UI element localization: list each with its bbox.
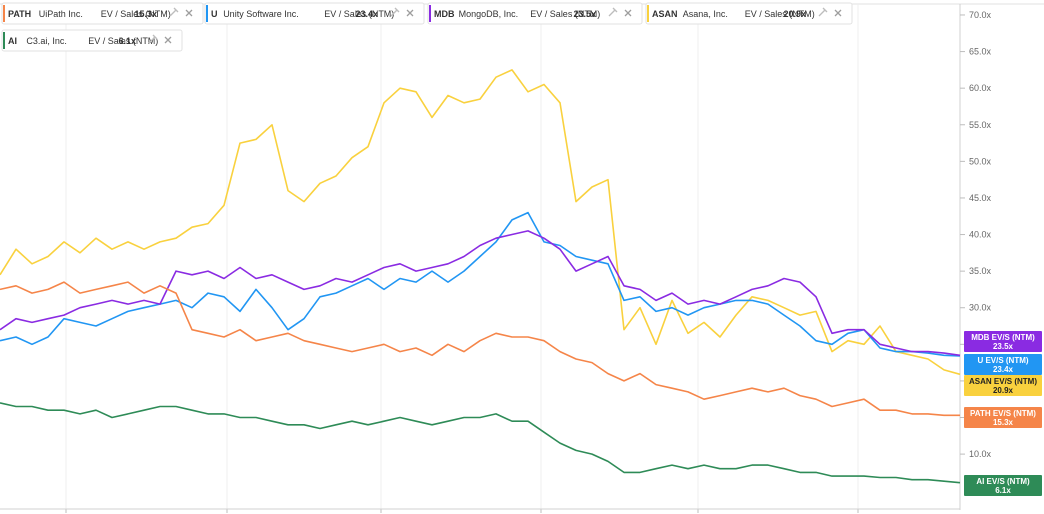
legend-chip-ai[interactable]: AI C3.ai, Inc. EV / Sales (NTM)6.1x bbox=[1, 29, 183, 52]
end-label-box bbox=[964, 354, 1042, 375]
end-label-mdb: MDB EV/S (NTM)23.5x bbox=[964, 331, 1042, 352]
series-lines bbox=[0, 69, 961, 484]
legend-ticker: ASAN bbox=[652, 9, 678, 19]
legend-ticker: MDB bbox=[434, 9, 455, 19]
legend-company-name: UiPath Inc. bbox=[39, 9, 83, 19]
legend-value: 15.3x bbox=[134, 9, 157, 19]
series-line-asan bbox=[0, 69, 961, 376]
pin-icon-shape bbox=[818, 7, 828, 17]
legend-company-name: Asana, Inc. bbox=[683, 9, 728, 19]
legend-chip-box bbox=[1, 2, 204, 25]
end-label-asan: ASAN EV/S (NTM)20.9x bbox=[964, 375, 1042, 396]
close-icon[interactable] bbox=[624, 9, 632, 17]
legend-chip-box bbox=[427, 2, 643, 25]
close-icon-shape bbox=[624, 9, 632, 17]
x-gridlines bbox=[65, 4, 859, 513]
pin-icon-shape bbox=[169, 7, 179, 17]
legend-chip-box bbox=[204, 2, 425, 25]
end-label-title: PATH EV/S (NTM) bbox=[970, 409, 1036, 418]
legend-ticker: AI bbox=[8, 36, 17, 46]
close-icon[interactable] bbox=[185, 9, 193, 17]
y-tick-label: 10.0x bbox=[969, 449, 992, 459]
end-label-ai: AI EV/S (NTM)6.1x bbox=[964, 475, 1042, 496]
pin-icon-shape bbox=[608, 7, 618, 17]
legend-metric: EV / Sales (NTM) bbox=[324, 9, 394, 19]
end-label-value: 20.9x bbox=[993, 386, 1014, 395]
legend-ticker: PATH bbox=[8, 9, 31, 19]
legend-ticker: U bbox=[211, 9, 218, 19]
legend-metric: EV / Sales (NTM) bbox=[745, 9, 815, 19]
end-label-title: AI EV/S (NTM) bbox=[976, 477, 1030, 486]
legend-value: 6.1x bbox=[118, 36, 136, 46]
end-label-box bbox=[964, 475, 1042, 496]
pin-icon[interactable] bbox=[608, 7, 618, 17]
legend-value: 23.5x bbox=[573, 9, 596, 19]
legend-color-swatch bbox=[206, 5, 208, 22]
series-line-ai bbox=[0, 402, 961, 484]
legend-chip-box bbox=[1, 29, 183, 52]
legend-chip-box bbox=[645, 2, 853, 25]
y-tick-label: 40.0x bbox=[969, 230, 992, 240]
series-line-mdb bbox=[0, 230, 961, 357]
legend-chip-path[interactable]: PATH UiPath Inc. EV / Sales (NTM)15.3x bbox=[1, 2, 204, 25]
legend-value: 23.4x bbox=[355, 9, 378, 19]
legend-metric: EV / Sales (NTM) bbox=[88, 36, 158, 46]
legend-metric: EV / Sales (NTM) bbox=[101, 9, 171, 19]
legend-chip-u[interactable]: U Unity Software Inc. EV / Sales (NTM)23.4… bbox=[204, 2, 425, 25]
y-tick-label: 70.0x bbox=[969, 10, 992, 20]
pin-icon-shape bbox=[148, 34, 158, 44]
end-label-box bbox=[964, 375, 1042, 396]
pin-icon[interactable] bbox=[148, 34, 158, 44]
y-tick-label: 35.0x bbox=[969, 266, 992, 276]
end-label-value: 23.4x bbox=[993, 365, 1014, 374]
legend-company-name: MongoDB, Inc. bbox=[459, 9, 519, 19]
close-icon[interactable] bbox=[406, 9, 414, 17]
y-tick-label: 50.0x bbox=[969, 156, 992, 166]
legend-company-name: Unity Software Inc. bbox=[223, 9, 299, 19]
legend-chip-mdb[interactable]: MDB MongoDB, Inc. EV / Sales (NTM)23.5x bbox=[427, 2, 643, 25]
legend-color-swatch bbox=[429, 5, 431, 22]
series-end-labels: MDB EV/S (NTM)23.5xU EV/S (NTM)23.4xASAN… bbox=[964, 331, 1042, 496]
end-label-title: ASAN EV/S (NTM) bbox=[969, 377, 1037, 386]
end-label-value: 23.5x bbox=[993, 342, 1014, 351]
legend-color-swatch bbox=[3, 5, 5, 22]
end-label-title: MDB EV/S (NTM) bbox=[971, 333, 1035, 342]
legend-chip-asan[interactable]: ASAN Asana, Inc. EV / Sales (NTM)20.9x bbox=[645, 2, 853, 25]
close-icon-shape bbox=[164, 36, 172, 44]
end-label-path: PATH EV/S (NTM)15.3x bbox=[964, 407, 1042, 428]
end-label-value: 15.3x bbox=[993, 418, 1014, 427]
close-icon-shape bbox=[834, 9, 842, 17]
legend-company-name: C3.ai, Inc. bbox=[26, 36, 67, 46]
legend-metric: EV / Sales (NTM) bbox=[530, 9, 600, 19]
pin-icon-shape bbox=[390, 7, 400, 17]
y-tick-label: 45.0x bbox=[969, 193, 992, 203]
close-icon-shape bbox=[185, 9, 193, 17]
legend: PATH UiPath Inc. EV / Sales (NTM)15.3x U Uni… bbox=[1, 2, 853, 52]
legend-value: 20.9x bbox=[783, 9, 806, 19]
close-icon[interactable] bbox=[164, 36, 172, 44]
pin-icon[interactable] bbox=[169, 7, 179, 17]
series-line-path bbox=[0, 281, 960, 417]
y-tick-label: 60.0x bbox=[969, 83, 992, 93]
end-label-value: 6.1x bbox=[995, 486, 1011, 495]
legend-color-swatch bbox=[647, 5, 649, 22]
y-tick-label: 65.0x bbox=[969, 47, 992, 57]
end-label-box bbox=[964, 407, 1042, 428]
close-icon-shape bbox=[406, 9, 414, 17]
end-label-box bbox=[964, 331, 1042, 352]
close-icon[interactable] bbox=[834, 9, 842, 17]
end-label-title: U EV/S (NTM) bbox=[977, 356, 1028, 365]
y-tick-label: 30.0x bbox=[969, 303, 992, 313]
pin-icon[interactable] bbox=[390, 7, 400, 17]
legend-color-swatch bbox=[3, 32, 5, 49]
pin-icon[interactable] bbox=[818, 7, 828, 17]
end-label-u: U EV/S (NTM)23.4x bbox=[964, 354, 1042, 375]
y-tick-label: 55.0x bbox=[969, 120, 992, 130]
